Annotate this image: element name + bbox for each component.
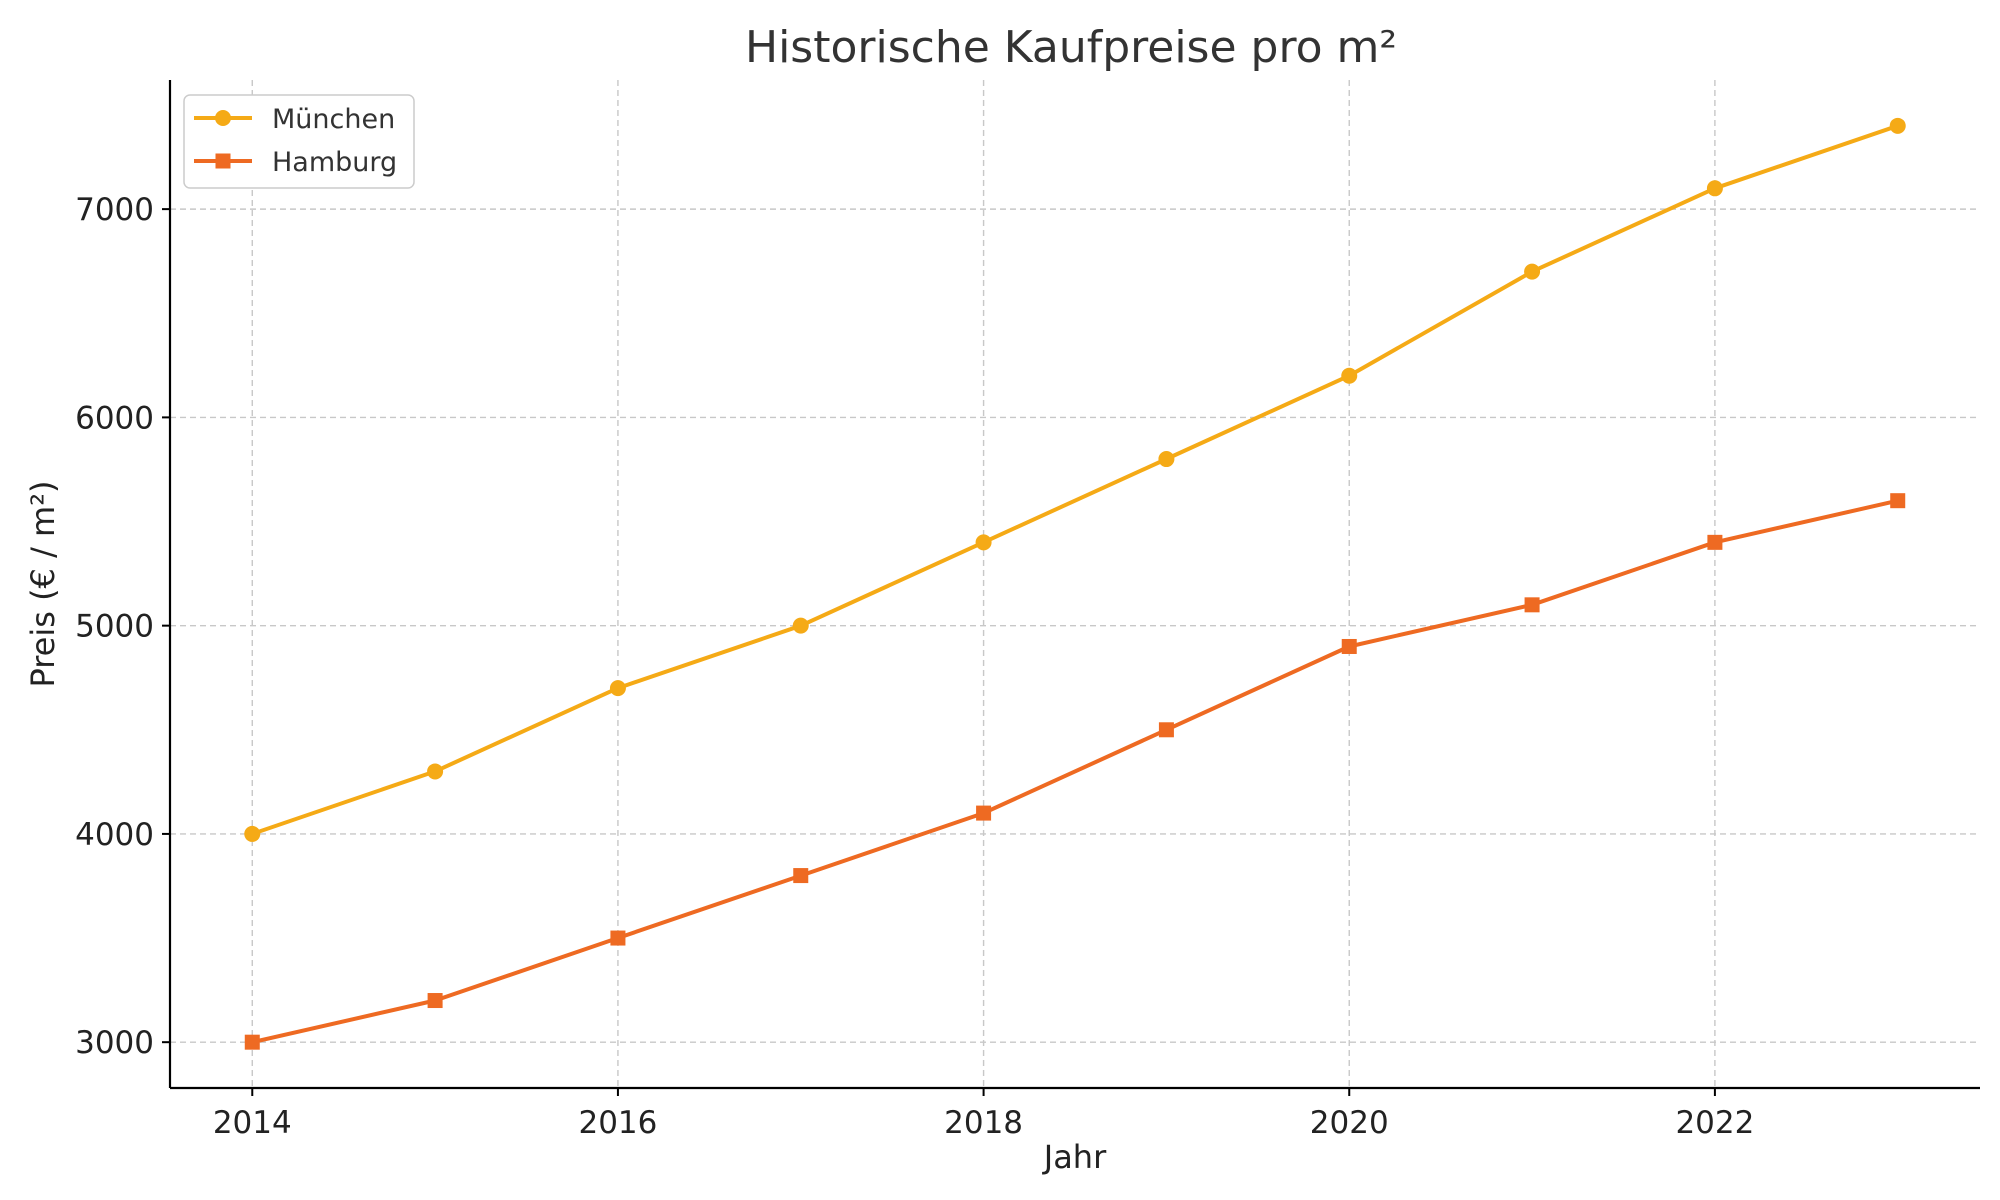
series-muenchen [244, 117, 1906, 842]
x-tick-label: 2018 [944, 1105, 1023, 1141]
data-point-hamburg [1707, 534, 1723, 550]
series [244, 117, 1906, 1050]
data-point-hamburg [1890, 493, 1906, 509]
data-point-muenchen [1341, 367, 1358, 384]
data-point-muenchen [792, 617, 809, 634]
y-tick-label: 5000 [75, 609, 154, 645]
legend-label: München [272, 104, 395, 135]
data-point-muenchen [609, 680, 626, 697]
data-point-hamburg [976, 805, 992, 821]
data-point-muenchen [1524, 263, 1541, 280]
legend-marker [215, 110, 231, 126]
series-line-hamburg [251, 498, 1899, 1045]
data-point-hamburg [793, 868, 809, 884]
axes [168, 80, 1980, 1090]
x-tick-label: 2020 [1310, 1105, 1389, 1141]
legend: München Hamburg [183, 94, 415, 189]
data-point-muenchen [427, 763, 444, 780]
data-point-hamburg [427, 993, 443, 1009]
x-tick-label: 2022 [1675, 1105, 1754, 1141]
legend-marker [215, 153, 231, 169]
legend-label: Hamburg [272, 147, 397, 178]
data-point-muenchen [244, 825, 261, 842]
data-point-hamburg [610, 930, 626, 946]
ticks: 2014 2016 2018 2020 2022 3000 4000 5000 6000 7000 [75, 192, 1754, 1141]
legend-item-muenchen: München [194, 104, 395, 135]
y-tick-label: 7000 [75, 192, 154, 228]
data-point-hamburg [1341, 638, 1357, 654]
y-tick-label: 3000 [75, 1025, 154, 1061]
y-axis-label: Preis (€ / m²) [24, 480, 62, 687]
grid [170, 80, 1980, 1088]
legend-item-hamburg: Hamburg [194, 147, 397, 178]
data-point-muenchen [1706, 180, 1723, 197]
data-point-muenchen [1889, 117, 1906, 134]
data-point-hamburg [1158, 722, 1174, 738]
y-tick-label: 6000 [75, 400, 154, 436]
chart-title: Historische Kaufpreise pro m² [745, 22, 1397, 73]
series-line-muenchen [251, 123, 1899, 836]
data-point-hamburg [244, 1034, 260, 1050]
series-hamburg [244, 493, 1906, 1050]
y-tick-label: 4000 [75, 817, 154, 853]
data-point-muenchen [1158, 451, 1175, 468]
x-axis-label: Jahr [1042, 1138, 1107, 1176]
x-tick-label: 2016 [578, 1105, 657, 1141]
x-tick-label: 2014 [213, 1105, 292, 1141]
data-point-muenchen [975, 534, 992, 551]
data-point-hamburg [1524, 597, 1540, 613]
